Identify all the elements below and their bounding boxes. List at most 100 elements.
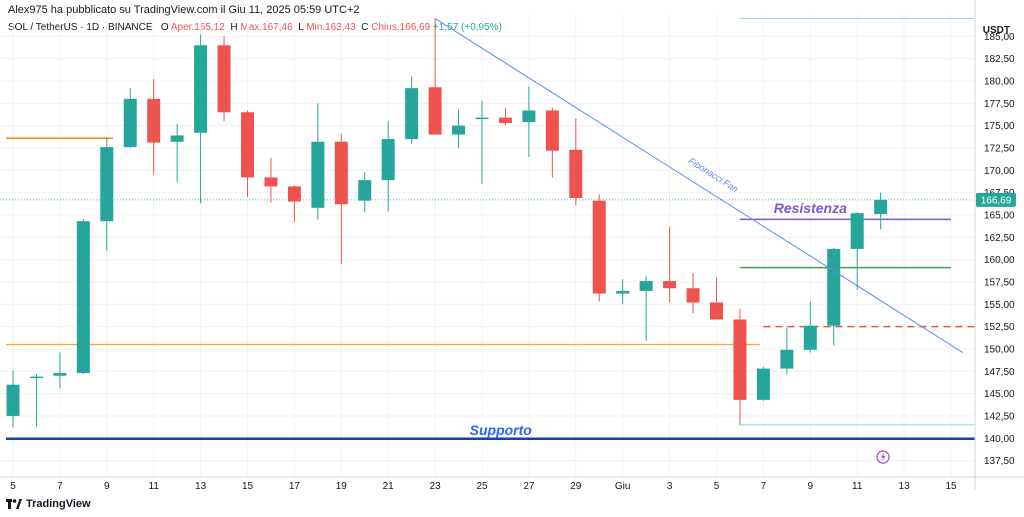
candle-body xyxy=(827,248,841,326)
candle-body xyxy=(850,213,864,249)
candle-body xyxy=(616,290,630,294)
candle-body xyxy=(545,110,559,151)
candle-body xyxy=(475,117,489,120)
y-tick-label: 137,50 xyxy=(984,456,1015,467)
y-tick-label: 162,50 xyxy=(984,233,1015,244)
open-value: Aper.165,12 xyxy=(170,22,225,33)
x-tick-label: 13 xyxy=(195,481,207,492)
x-tick-label: 7 xyxy=(761,481,767,492)
lightning-bolt xyxy=(880,453,886,462)
fibonacci-fan-label: Fibonacci Fan xyxy=(687,156,740,195)
candle-body xyxy=(100,147,114,222)
candle-body xyxy=(733,319,747,400)
candle-body xyxy=(264,177,278,187)
x-tick-label: 5 xyxy=(10,481,16,492)
x-tick-label: 15 xyxy=(242,481,254,492)
candle-body xyxy=(53,373,67,376)
y-tick-label: 150,00 xyxy=(984,344,1015,355)
candle-body xyxy=(428,87,442,135)
candle-body xyxy=(241,112,254,178)
candle-body xyxy=(569,149,583,198)
publisher-line: Alex975 ha pubblicato su TradingView.com… xyxy=(8,4,360,16)
x-tick-label: Giu xyxy=(615,481,631,492)
resistance-annotation: Resistenza xyxy=(774,200,847,216)
y-tick-label: 175,00 xyxy=(984,121,1015,132)
current-price-label: 166,69 xyxy=(981,195,1012,206)
candle-body xyxy=(6,384,20,416)
high-key: H xyxy=(230,22,238,33)
y-tick-label: 160,00 xyxy=(984,255,1015,266)
x-tick-label: 23 xyxy=(430,481,442,492)
candle-body xyxy=(803,325,817,350)
grid xyxy=(0,14,975,476)
open-key: O xyxy=(160,22,169,33)
time-axis[interactable]: 5 7 9 11 13 15 17 19 21 23 25 27 29 Giu 3 5 7 9 11 13 15 xyxy=(0,476,1024,492)
candle-body xyxy=(194,45,208,133)
candle-body xyxy=(217,45,231,113)
candle-body xyxy=(710,302,723,320)
price-axis[interactable]: 137,50 140,00 142,50 145,00 147,50 150,00 152,… xyxy=(974,0,1016,490)
candle-body xyxy=(522,110,536,123)
x-tick-label: 11 xyxy=(852,481,863,492)
close-key: C xyxy=(361,22,369,33)
horizontal-levels xyxy=(0,17,975,440)
low-key: L xyxy=(298,22,304,33)
x-tick-label: 11 xyxy=(149,481,160,492)
current-price-tag xyxy=(976,192,1016,207)
candle-body xyxy=(405,88,419,140)
currency-label[interactable]: USDT xyxy=(982,25,1010,36)
candle-body xyxy=(147,98,161,143)
y-tick-label: 182,50 xyxy=(984,54,1015,65)
y-tick-label: 140,00 xyxy=(984,434,1015,445)
drawings: Fibonacci Fan Supporto Resistenza xyxy=(434,18,963,464)
candle-body xyxy=(639,281,653,291)
y-tick-label: 165,00 xyxy=(984,210,1015,221)
x-tick-label: 19 xyxy=(336,481,348,492)
candle-body xyxy=(311,141,325,208)
candle-body xyxy=(663,281,677,289)
y-tick-label: 157,50 xyxy=(984,277,1015,288)
candle-body xyxy=(498,117,512,123)
close-value: Chius.166,69 xyxy=(371,22,431,33)
y-tick-label: 145,00 xyxy=(984,389,1015,400)
candle-body xyxy=(381,139,395,181)
change-value: +1,57 (+0,95%) xyxy=(432,22,502,33)
x-tick-label: 29 xyxy=(570,481,582,492)
low-value: Min.163,43 xyxy=(306,22,356,33)
x-tick-label: 27 xyxy=(523,481,535,492)
y-tick-label: 172,50 xyxy=(984,143,1015,154)
y-tick-label: 180,00 xyxy=(984,76,1015,87)
candle-body xyxy=(170,135,184,142)
symbol-label[interactable]: SOL / TetherUS · 1D · BINANCE xyxy=(8,22,153,33)
y-tick-label: 177,50 xyxy=(984,99,1015,110)
x-tick-label: 15 xyxy=(945,481,957,492)
candle-body xyxy=(780,349,794,369)
x-tick-label: 17 xyxy=(289,481,301,492)
candle-body xyxy=(592,200,606,294)
high-value: Max.167,46 xyxy=(240,22,293,33)
x-tick-label: 21 xyxy=(383,481,395,492)
support-annotation: Supporto xyxy=(470,422,533,438)
candle-body xyxy=(874,199,888,215)
ohlc-legend: SOL / TetherUS · 1D · BINANCE O Aper.165… xyxy=(8,22,502,33)
candle-body xyxy=(452,125,466,135)
footer: TradingView xyxy=(6,498,91,510)
footer-brand: TradingView xyxy=(26,498,91,510)
x-tick-label: 5 xyxy=(714,481,720,492)
x-tick-label: 13 xyxy=(899,481,911,492)
candle-body xyxy=(29,376,43,379)
y-tick-label: 155,00 xyxy=(984,300,1015,311)
fibonacci-fan-line xyxy=(434,18,963,353)
candle-body xyxy=(334,141,348,205)
candle-body xyxy=(287,186,301,202)
x-tick-label: 7 xyxy=(57,481,63,492)
y-tick-label: 170,00 xyxy=(984,166,1015,177)
y-tick-label: 147,50 xyxy=(984,367,1015,378)
y-tick-label: 152,50 xyxy=(984,322,1015,333)
candle-body xyxy=(756,368,770,400)
candles xyxy=(6,18,888,428)
candle-body xyxy=(358,180,372,201)
x-tick-label: 25 xyxy=(476,481,488,492)
